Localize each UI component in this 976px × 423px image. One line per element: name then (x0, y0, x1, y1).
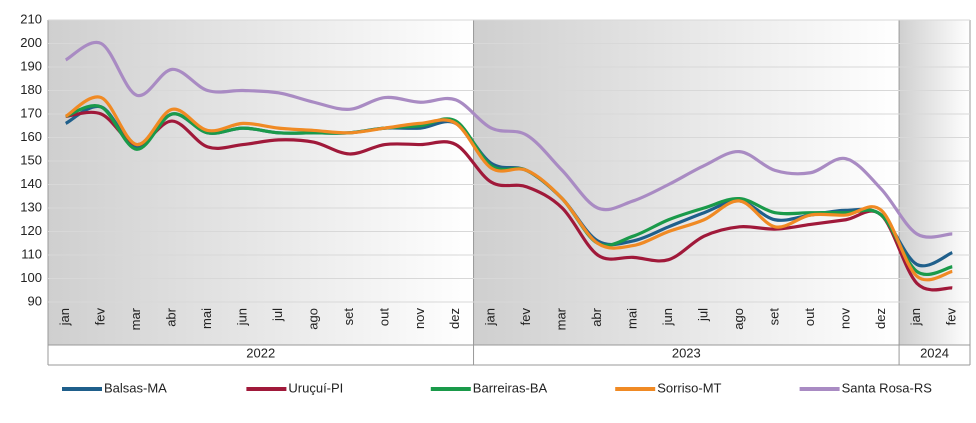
legend-label: Sorriso-MT (657, 380, 721, 395)
series-line (64, 40, 953, 239)
y-tick-label: 190 (20, 58, 42, 73)
y-tick-label: 180 (20, 82, 42, 97)
x-tick-label: fev (93, 308, 108, 326)
x-tick-label: jun (234, 308, 249, 326)
x-tick-label: set (766, 308, 781, 326)
x-tick-label: dez (447, 308, 462, 329)
y-tick-label: 210 (20, 11, 42, 26)
year-band (473, 20, 900, 345)
year-band (48, 20, 474, 345)
x-tick-label: set (341, 308, 356, 326)
x-tick-label: dez (873, 308, 888, 329)
y-tick-label: 140 (20, 176, 42, 191)
x-tick-label: out (376, 308, 391, 326)
x-tick-label: jul (270, 308, 285, 322)
x-tick-label: mar (128, 307, 143, 330)
x-tick-label: fev (944, 308, 959, 326)
y-tick-label: 100 (20, 270, 42, 285)
x-tick-label: nov (837, 308, 852, 329)
x-tick-label: out (802, 308, 817, 326)
y-tick-label: 90 (28, 293, 42, 308)
x-tick-label: jan (57, 308, 72, 326)
x-tick-label: jul (695, 308, 710, 322)
x-tick-label: mai (625, 308, 640, 329)
x-tick-label: nov (412, 308, 427, 329)
year-label: 2022 (246, 345, 275, 360)
x-tick-label: abr (164, 307, 179, 326)
x-tick-label: jan (908, 308, 923, 326)
x-tick-label: ago (305, 308, 320, 330)
legend-label: Balsas-MA (104, 380, 167, 395)
x-tick-label: jun (660, 308, 675, 326)
legend-label: Barreiras-BA (473, 380, 548, 395)
y-tick-label: 170 (20, 105, 42, 120)
y-tick-label: 120 (20, 223, 42, 238)
legend-label: Uruçuí-PI (288, 380, 343, 395)
y-tick-label: 110 (21, 246, 42, 261)
x-tick-label: abr (589, 307, 604, 326)
y-tick-label: 160 (20, 129, 42, 144)
series-line (65, 110, 953, 292)
x-tick-label: jan (483, 308, 498, 326)
x-tick-label: ago (731, 308, 746, 330)
y-tick-label: 150 (20, 152, 42, 167)
year-band (899, 20, 970, 345)
year-label: 2024 (920, 345, 949, 360)
y-tick-label: 200 (20, 35, 42, 50)
y-tick-label: 130 (20, 199, 42, 214)
legend-label: Santa Rosa-RS (842, 380, 933, 395)
year-label: 2023 (672, 345, 701, 360)
x-tick-label: fev (518, 308, 533, 326)
series-line (64, 95, 953, 282)
x-tick-label: mar (554, 307, 569, 330)
x-tick-label: mai (199, 308, 214, 329)
